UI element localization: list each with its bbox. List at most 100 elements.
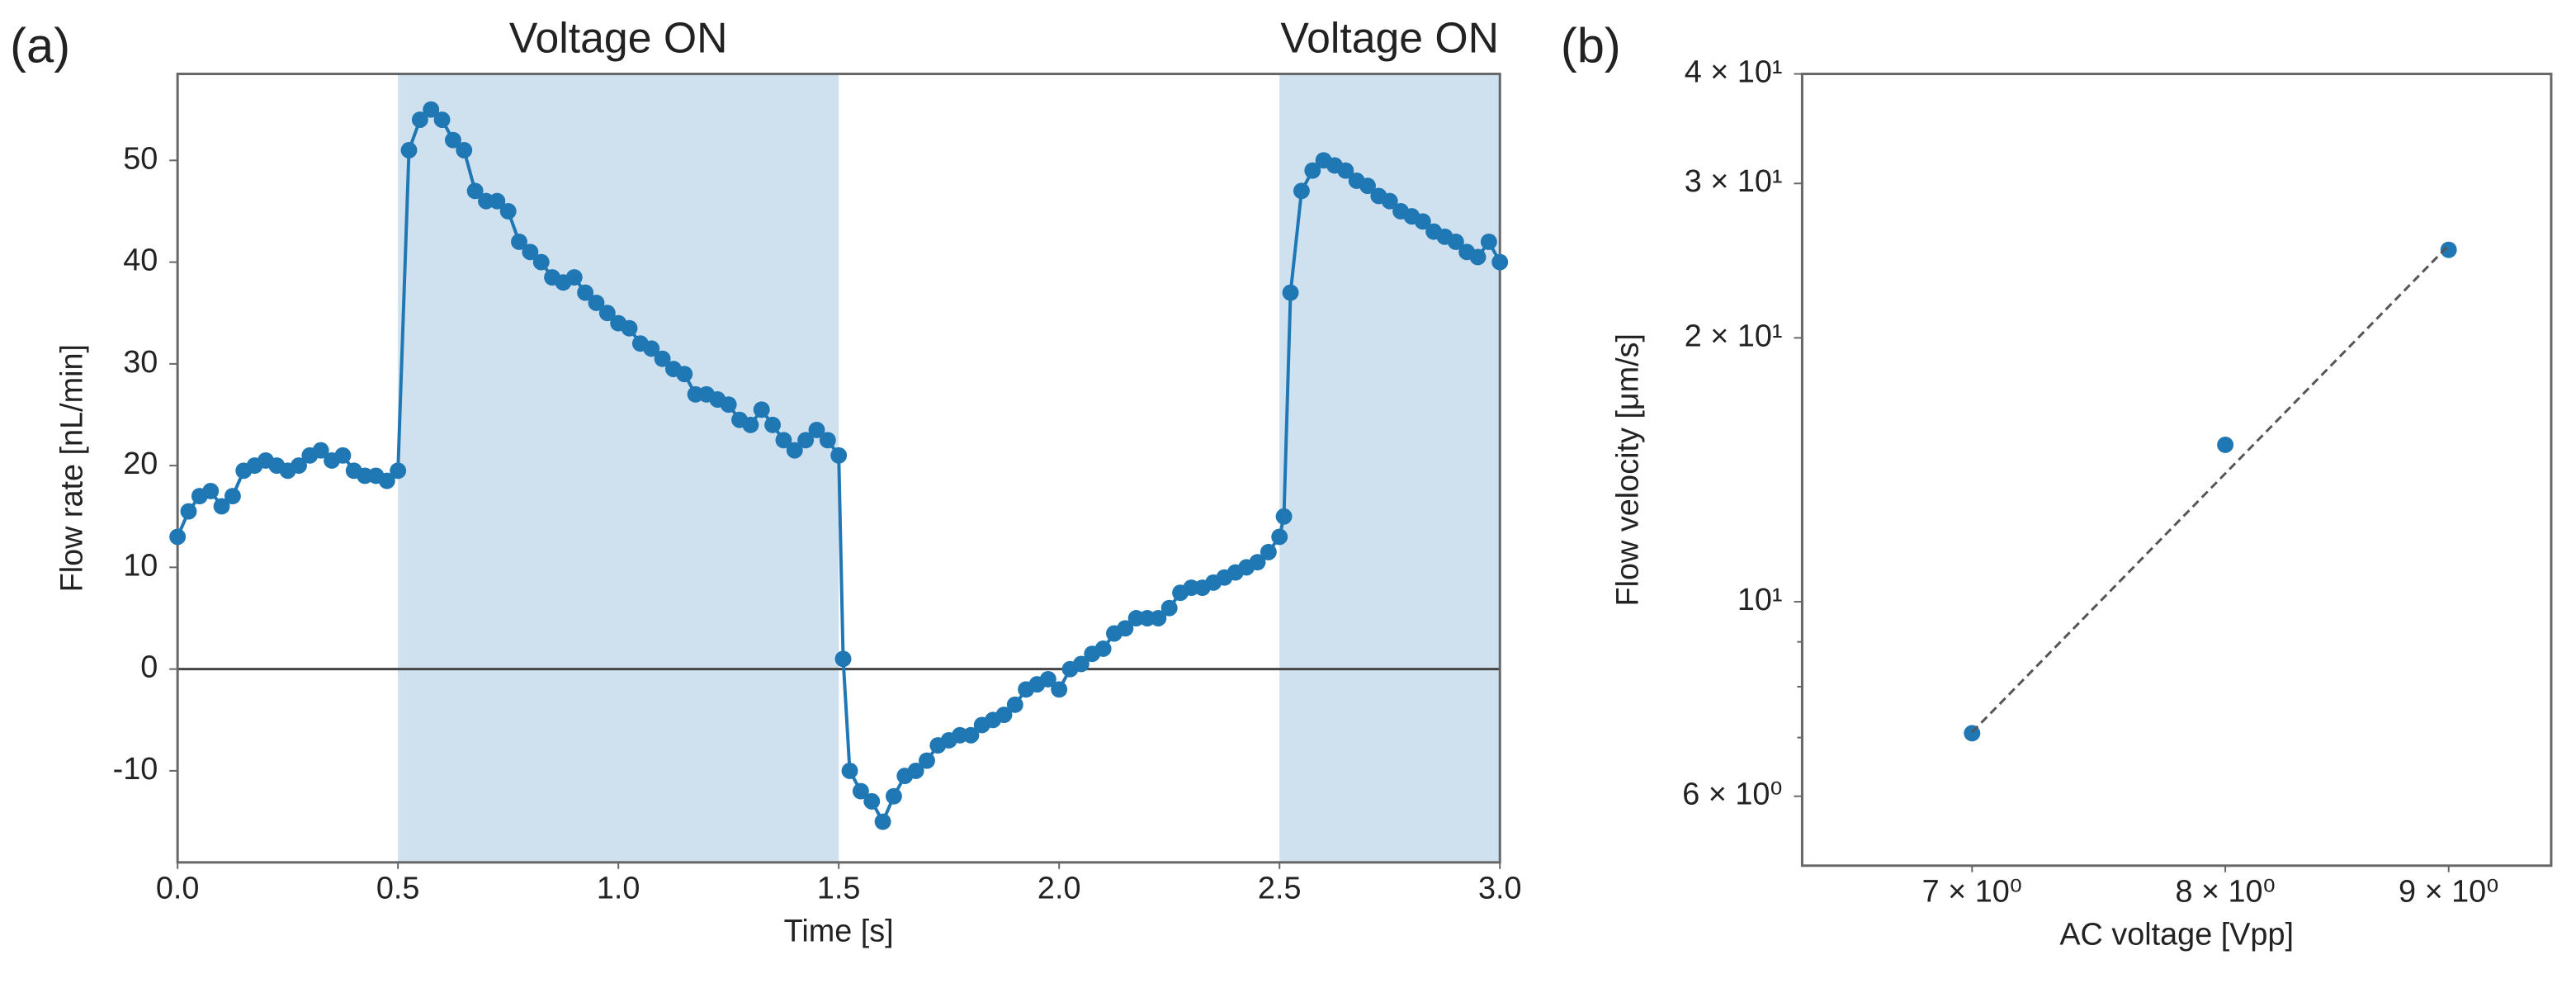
data-point xyxy=(775,432,792,449)
data-point xyxy=(180,503,197,520)
data-point xyxy=(577,284,594,301)
x-tick-label: 3.0 xyxy=(1478,872,1522,906)
data-point xyxy=(1006,696,1023,713)
data-point xyxy=(1072,655,1089,673)
data-point xyxy=(411,111,428,128)
data-point xyxy=(808,422,825,438)
y-tick-label: 10¹ xyxy=(1737,583,1783,617)
data-point xyxy=(1293,182,1310,200)
plot-frame xyxy=(1800,73,2553,867)
y-axis-label: Flow rate [nL/min] xyxy=(55,344,90,592)
data-point xyxy=(863,792,881,810)
data-point xyxy=(1260,543,1277,560)
shaded-span xyxy=(1279,73,1501,863)
data-point xyxy=(444,131,461,149)
y-axis-label: Flow velocity [μm/s] xyxy=(1610,333,1645,607)
data-point xyxy=(1150,610,1167,626)
y-tick-label: 50 xyxy=(123,141,158,176)
span-label: Voltage ON xyxy=(1280,13,1499,61)
x-tick-label: 2.0 xyxy=(1037,872,1081,906)
data-point xyxy=(885,787,902,805)
data-point xyxy=(962,726,980,744)
data-point xyxy=(2217,437,2234,453)
data-point xyxy=(1039,671,1056,688)
x-tick-label: 0.5 xyxy=(376,872,420,906)
y-tick-label: 3 × 10¹ xyxy=(1685,164,1783,199)
data-point xyxy=(499,203,517,220)
data-point xyxy=(1337,162,1354,179)
data-point xyxy=(1160,599,1178,617)
x-tick-label: 1.0 xyxy=(597,872,640,906)
data-point xyxy=(852,782,869,800)
data-point xyxy=(1469,248,1487,266)
data-point xyxy=(764,416,782,433)
y-tick-label: 2 × 10¹ xyxy=(1685,319,1783,353)
data-point xyxy=(1051,681,1068,698)
data-point xyxy=(390,462,407,480)
data-point xyxy=(312,442,329,459)
data-point xyxy=(378,472,395,489)
data-point xyxy=(565,269,583,286)
data-point xyxy=(224,488,241,505)
data-point xyxy=(169,528,187,546)
y-tick-label: -10 xyxy=(113,752,158,787)
data-point xyxy=(511,233,527,250)
x-tick-label: 9 × 10⁰ xyxy=(2399,875,2498,910)
data-point xyxy=(1282,284,1299,301)
y-tick-label: 20 xyxy=(123,447,158,481)
data-point xyxy=(1271,528,1288,546)
data-point xyxy=(1491,253,1509,271)
data-point xyxy=(1304,162,1321,179)
span-label: Voltage ON xyxy=(509,13,728,61)
y-tick-label: 0 xyxy=(140,650,158,685)
data-point xyxy=(433,111,451,128)
data-point xyxy=(874,813,891,830)
y-tick-label: 10 xyxy=(123,548,158,583)
data-point xyxy=(423,101,440,118)
data-point xyxy=(720,396,737,414)
y-tick-label: 4 × 10¹ xyxy=(1685,55,1783,90)
x-axis-label: AC voltage [Vpp] xyxy=(2059,917,2294,952)
shaded-span xyxy=(398,73,839,863)
data-point xyxy=(907,762,924,779)
data-point xyxy=(643,340,660,357)
data-point xyxy=(742,416,759,433)
data-point xyxy=(291,457,307,475)
data-point xyxy=(400,142,418,158)
panel-label: (b) xyxy=(1561,17,1621,73)
data-point xyxy=(2440,241,2457,258)
x-axis-label: Time [s] xyxy=(784,914,894,948)
data-point xyxy=(995,707,1013,724)
x-tick-label: 8 × 10⁰ xyxy=(2175,875,2275,910)
data-point xyxy=(819,432,836,449)
data-point xyxy=(489,192,506,210)
data-point xyxy=(654,350,671,367)
series-line xyxy=(1971,244,2450,734)
data-point xyxy=(919,752,935,769)
data-point xyxy=(334,447,352,464)
panel-label: (a) xyxy=(10,17,70,73)
x-tick-label: 0.0 xyxy=(156,872,200,906)
data-point xyxy=(797,432,815,449)
data-point xyxy=(532,253,550,271)
data-point xyxy=(1447,233,1464,250)
x-tick-label: 2.5 xyxy=(1258,872,1302,906)
data-point xyxy=(1359,177,1376,195)
data-point xyxy=(1414,213,1431,230)
data-point xyxy=(1275,508,1293,525)
y-tick-label: 40 xyxy=(123,243,158,278)
data-point xyxy=(466,182,484,200)
data-point xyxy=(202,482,220,499)
data-point xyxy=(841,762,858,779)
data-point xyxy=(676,366,693,383)
data-point xyxy=(621,319,638,337)
x-tick-label: 1.5 xyxy=(817,872,861,906)
data-point xyxy=(830,447,848,464)
data-point xyxy=(1094,640,1112,657)
x-tick-label: 7 × 10⁰ xyxy=(1922,875,2022,910)
y-tick-label: 6 × 10⁰ xyxy=(1682,777,1782,812)
data-point xyxy=(1117,620,1134,637)
data-point xyxy=(456,142,473,158)
data-point xyxy=(1480,233,1497,250)
